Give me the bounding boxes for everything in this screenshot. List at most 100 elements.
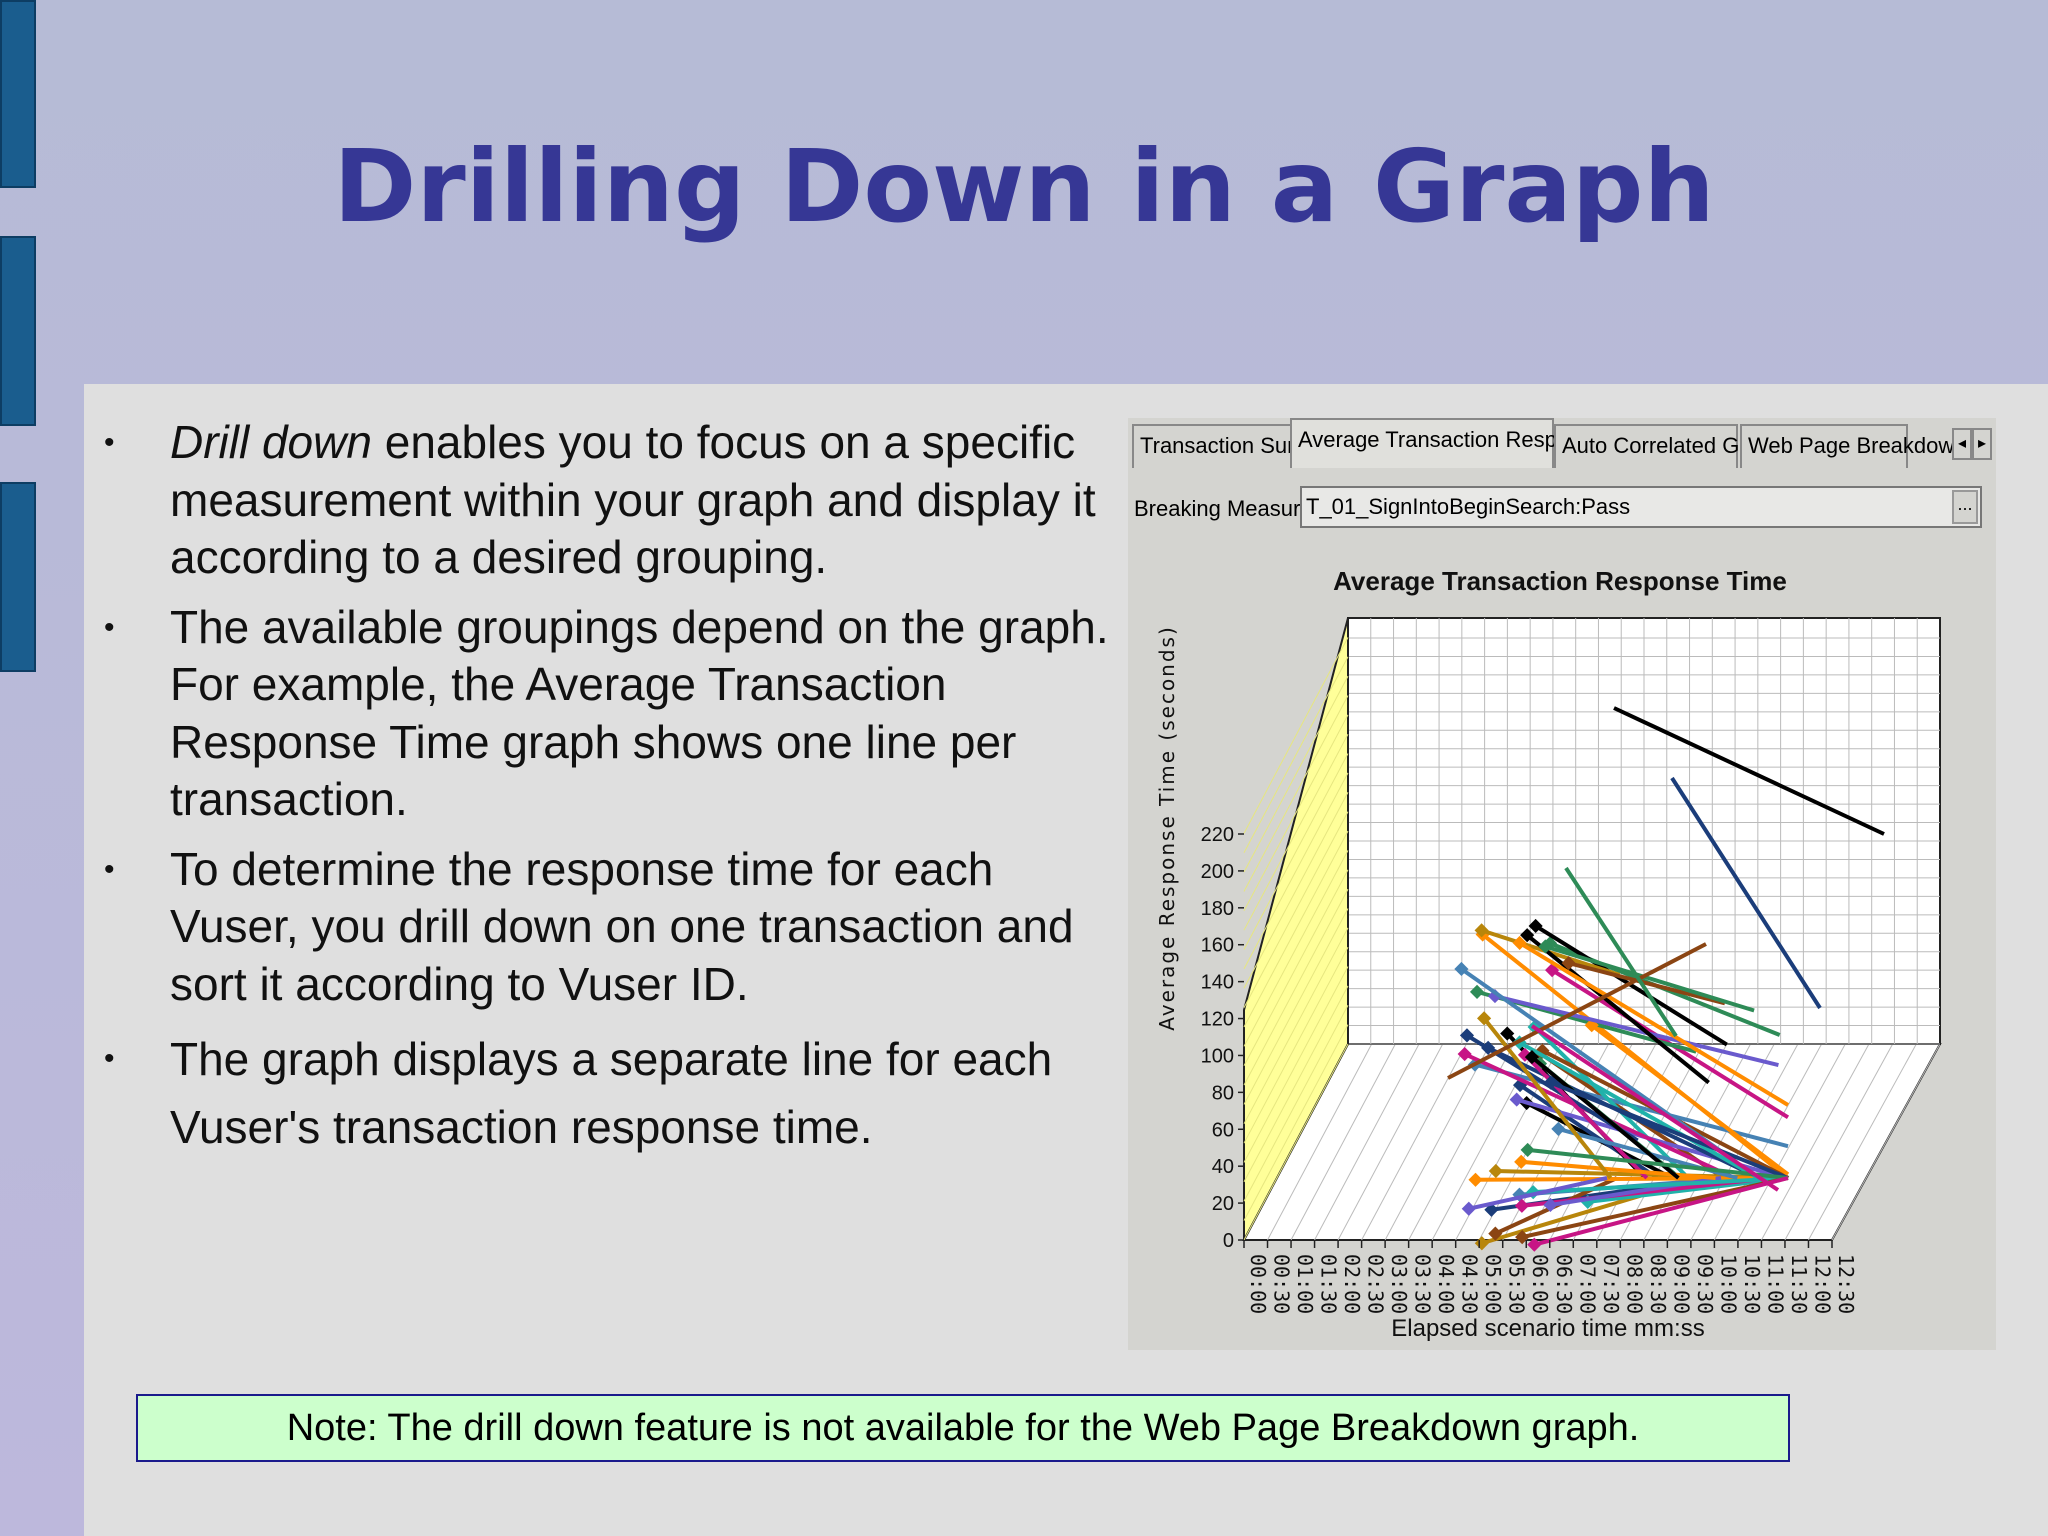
series-line (1530, 1024, 1780, 1192)
response-time-chart: Average Transaction Response Time 0 20 40 6… (1155, 566, 1942, 1342)
side-wall-hatch (1243, 985, 1349, 1183)
side-wall-hatch (1243, 811, 1349, 1008)
x-tick-label: 08:30 (1646, 1254, 1670, 1314)
side-wall-hatch (1243, 888, 1349, 1086)
x-tick-label: 07:00 (1575, 1254, 1599, 1314)
bullet-emphasis: Drill down (170, 416, 372, 468)
x-tick-label: 06:30 (1552, 1254, 1576, 1314)
bullet-text: To determine the response time for each … (170, 842, 1074, 1010)
side-wall-hatch (1243, 714, 1349, 912)
x-tick-label: 01:00 (1293, 1254, 1317, 1314)
bullet-text: The graph displays a separate line for e… (170, 1033, 1053, 1153)
x-tick-label: 12:00 (1810, 1254, 1834, 1314)
tab-scroll-right-button[interactable]: ▸ (1972, 428, 1992, 460)
x-tick-label: 03:30 (1411, 1254, 1435, 1314)
slide-title: Drilling Down in a Graph (333, 128, 1715, 245)
breaking-measurement-field[interactable]: T_01_SignIntoBeginSearch:Pass ... (1300, 486, 1982, 528)
x-tick-label: 02:00 (1340, 1254, 1364, 1314)
floor-grid-line (1808, 1043, 1917, 1241)
left-accent-bar-1 (0, 0, 36, 188)
x-tick-label: 01:30 (1317, 1254, 1341, 1314)
floor-grid-line (1337, 1043, 1444, 1241)
x-axis-label: Elapsed scenario time mm:ss (1391, 1315, 1704, 1342)
series-point (1520, 1142, 1535, 1157)
series-line (1525, 933, 1710, 1085)
series-line (1482, 1017, 1613, 1180)
bullet-text: The available groupings depend on the gr… (170, 600, 1109, 826)
floor-grid-line (1314, 1043, 1420, 1241)
series-line (1523, 1053, 1649, 1180)
y-tick-label: 160 (1201, 935, 1234, 957)
side-wall-hatch (1243, 830, 1349, 1028)
x-tick-label: 09:00 (1669, 1254, 1693, 1314)
bullet-item: • Drill down enables you to focus on a sp… (84, 414, 1124, 587)
side-wall-hatch (1243, 772, 1349, 970)
series-line (1534, 924, 1728, 1047)
side-wall-hatch (1243, 850, 1349, 1047)
series-line (1533, 1176, 1789, 1195)
series-line (1587, 1176, 1789, 1204)
floor-grid-line (1384, 1043, 1491, 1241)
series-line (1549, 1080, 1789, 1180)
y-tick-label: 60 (1212, 1119, 1234, 1141)
floor-grid-line (1761, 1043, 1870, 1241)
bullet-marker: • (104, 426, 115, 459)
y-tick-label: 100 (1201, 1045, 1234, 1067)
x-tick-label: 05:00 (1481, 1254, 1505, 1314)
side-wall-hatch (1243, 695, 1349, 892)
chart-title: Average Transaction Response Time (1333, 566, 1787, 596)
bullet-text: enables you to focus on a specific measu… (170, 416, 1096, 583)
series-line (1533, 1025, 1690, 1180)
x-tick-label: 05:30 (1505, 1254, 1529, 1314)
y-tick-label: 80 (1212, 1082, 1234, 1104)
side-wall-hatch (1243, 637, 1349, 834)
series-line (1564, 866, 1678, 1038)
tab-transaction-summary[interactable]: Transaction Summary (1132, 424, 1354, 468)
floor-grid-line (1267, 1043, 1373, 1241)
side-wall-hatch (1243, 966, 1349, 1163)
series-point (1527, 1237, 1542, 1252)
series-group (1447, 706, 1885, 1252)
side-wall-hatch (1243, 1005, 1349, 1202)
analysis-graph-window: Transaction Summary Average Transaction … (1128, 418, 1996, 1350)
bullet-list: • Drill down enables you to focus on a sp… (84, 414, 1124, 1173)
bullet-marker: • (104, 852, 115, 886)
tab-average-transaction-response-time[interactable]: Average Transaction Response Time (1290, 418, 1658, 468)
y-tick-label: 180 (1201, 898, 1234, 920)
side-wall-hatch (1243, 908, 1349, 1105)
bullet-item: • The graph displays a separate line for … (84, 1025, 1124, 1161)
y-tick-label: 140 (1201, 972, 1234, 994)
floor-grid-line (1408, 1043, 1515, 1241)
x-axis-ticks: 00:00 00:30 01:00 01:30 02:00 02:30 03:00 03:30… (1243, 1240, 1858, 1314)
y-tick-label: 40 (1212, 1156, 1234, 1178)
bullet-marker: • (104, 1042, 115, 1075)
bullet-item: • To determine the response time for each… (84, 841, 1124, 1014)
series-line (1468, 1176, 1608, 1211)
series-point (1461, 1201, 1476, 1216)
bullet-item: • The available groupings depend on the g… (84, 599, 1124, 829)
tab-scroll-left-button[interactable]: ◂ (1952, 428, 1972, 460)
floor-grid-line (1737, 1043, 1846, 1241)
side-wall-hatch (1243, 869, 1349, 1066)
floor-grid-line (1784, 1043, 1894, 1241)
side-wall-hatch (1243, 1043, 1349, 1241)
note-box: Note: The drill down feature is not avai… (136, 1394, 1790, 1462)
tab-web-page-breakdown[interactable]: Web Page Breakdown (1740, 424, 1967, 468)
series-line (1518, 1040, 1760, 1180)
side-wall-hatch (1243, 792, 1349, 989)
side-wall-hatch (1243, 1024, 1349, 1221)
x-tick-label: 03:00 (1387, 1254, 1411, 1314)
x-tick-label: 04:00 (1434, 1254, 1458, 1314)
side-wall-hatch (1243, 927, 1349, 1125)
floor-grid-line (1290, 1043, 1396, 1241)
breaking-measurement-browse-button[interactable]: ... (1952, 490, 1978, 524)
series-line (1521, 1159, 1716, 1180)
x-tick-label: 02:30 (1364, 1254, 1388, 1314)
tab-auto-correlated-graph[interactable]: Auto Correlated Graph [1] (1554, 424, 1814, 468)
x-tick-label: 10:30 (1740, 1254, 1764, 1314)
series-line (1590, 1023, 1790, 1176)
y-tick-label: 200 (1201, 861, 1234, 883)
series-point (1488, 1163, 1503, 1179)
y-tick-label: 120 (1201, 1009, 1234, 1031)
